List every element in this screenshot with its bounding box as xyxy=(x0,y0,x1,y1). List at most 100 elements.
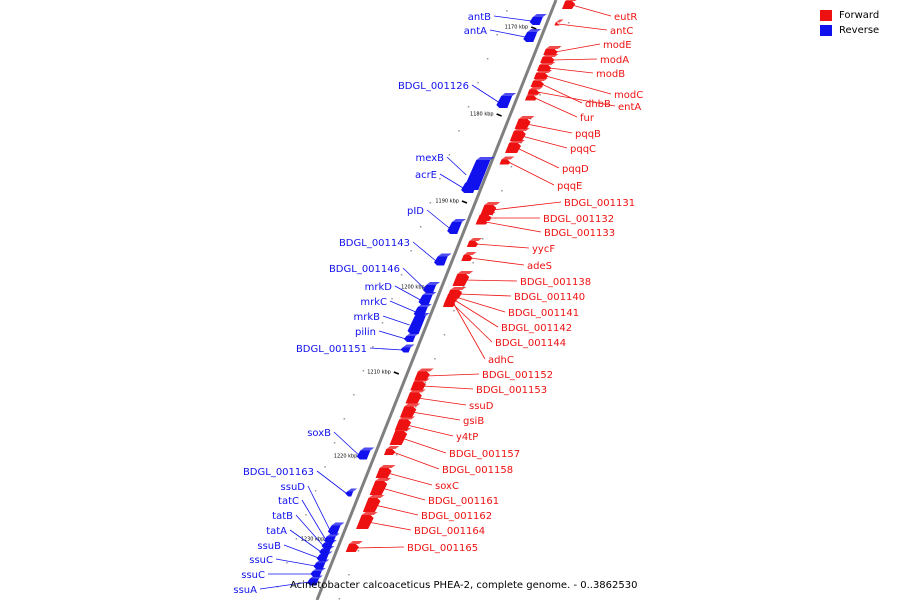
forward-feature[interactable] xyxy=(554,19,564,26)
forward-feature[interactable] xyxy=(405,389,426,404)
gene-label-forward[interactable]: BDGL_001140 xyxy=(514,292,585,303)
gene-label-reverse[interactable]: BDGL_001146 xyxy=(329,264,400,275)
gene-label-reverse[interactable]: BDGL_001126 xyxy=(398,81,469,92)
gene-label-forward[interactable]: modA xyxy=(600,55,629,66)
forward-feature[interactable] xyxy=(505,140,526,153)
forward-feature[interactable] xyxy=(394,416,416,431)
gene-label-forward[interactable]: BDGL_001142 xyxy=(501,323,572,334)
reverse-feature[interactable] xyxy=(307,575,323,586)
reverse-feature[interactable] xyxy=(313,559,330,570)
forward-feature[interactable] xyxy=(540,54,559,63)
forward-feature[interactable] xyxy=(369,478,392,495)
gene-label-forward[interactable]: antC xyxy=(610,26,633,37)
gene-label-reverse[interactable]: mrkC xyxy=(360,297,387,308)
gene-label-reverse[interactable]: antB xyxy=(468,12,491,23)
reverse-feature[interactable] xyxy=(496,93,517,108)
forward-feature[interactable] xyxy=(461,252,477,261)
gene-label-reverse[interactable]: antA xyxy=(464,26,487,37)
gene-label-reverse[interactable]: mrkD xyxy=(365,282,393,293)
forward-feature[interactable] xyxy=(536,62,556,71)
gene-label-forward[interactable]: BDGL_001162 xyxy=(421,511,492,522)
gene-label-forward[interactable]: BDGL_001158 xyxy=(442,465,513,476)
forward-feature[interactable] xyxy=(383,446,400,455)
gene-label-forward[interactable]: eutR xyxy=(614,12,637,23)
gene-label-reverse[interactable]: ssuD xyxy=(281,482,306,493)
gene-label-forward[interactable]: ssuD xyxy=(469,401,494,412)
reverse-feature[interactable] xyxy=(418,292,437,305)
reverse-feature[interactable] xyxy=(345,488,358,497)
gene-label-reverse[interactable]: BDGL_001143 xyxy=(339,238,410,249)
gene-label-forward[interactable]: y4tP xyxy=(456,432,478,443)
gene-label-reverse[interactable]: BDGL_001151 xyxy=(296,344,367,355)
gene-label-forward[interactable]: pqqD xyxy=(562,164,589,175)
gene-label-reverse[interactable]: tatB xyxy=(272,511,293,522)
forward-feature[interactable] xyxy=(530,78,548,87)
reverse-feature[interactable] xyxy=(400,344,415,353)
forward-feature[interactable] xyxy=(475,216,492,225)
forward-feature[interactable] xyxy=(389,428,412,445)
gene-label-forward[interactable]: BDGL_001144 xyxy=(495,338,566,349)
forward-feature[interactable] xyxy=(375,465,396,478)
gene-label-forward[interactable]: adhC xyxy=(488,355,514,366)
forward-feature[interactable] xyxy=(524,92,541,101)
gene-label-forward[interactable]: BDGL_001138 xyxy=(520,277,591,288)
gene-label-forward[interactable]: fur xyxy=(580,113,595,124)
reverse-feature[interactable] xyxy=(356,447,375,460)
gene-label-forward[interactable]: BDGL_001132 xyxy=(543,214,614,225)
gene-label-forward[interactable]: BDGL_001161 xyxy=(428,496,499,507)
gene-label-forward[interactable]: modB xyxy=(596,69,625,80)
gene-label-reverse[interactable]: ssuA xyxy=(233,585,257,596)
gene-label-forward[interactable]: BDGL_001164 xyxy=(414,526,485,537)
gene-label-reverse[interactable]: BDGL_001163 xyxy=(243,467,314,478)
gene-label-forward[interactable]: modC xyxy=(614,90,643,101)
reverse-feature[interactable] xyxy=(529,14,547,25)
reverse-feature[interactable] xyxy=(422,282,441,293)
gene-label-forward[interactable]: modE xyxy=(603,40,632,51)
gene-label-forward[interactable]: BDGL_001131 xyxy=(564,198,635,209)
reverse-feature[interactable] xyxy=(523,29,542,42)
gene-label-forward[interactable]: BDGL_001152 xyxy=(482,370,553,381)
gene-label-reverse[interactable]: ssuB xyxy=(257,541,281,552)
gene-label-forward[interactable]: gsiB xyxy=(463,416,484,427)
gene-label-forward[interactable]: dhbB xyxy=(585,99,611,110)
gene-label-reverse[interactable]: mrkB xyxy=(353,312,380,323)
forward-feature[interactable] xyxy=(452,271,474,286)
gene-label-forward[interactable]: soxC xyxy=(435,481,459,492)
reverse-feature[interactable] xyxy=(461,180,482,193)
gene-label-reverse[interactable]: tatA xyxy=(266,526,287,537)
gene-label-forward[interactable]: BDGL_001157 xyxy=(449,449,520,460)
forward-feature[interactable] xyxy=(399,403,421,418)
forward-feature[interactable] xyxy=(514,116,535,129)
gene-label-forward[interactable]: pqqB xyxy=(575,129,601,140)
reverse-feature[interactable] xyxy=(403,333,420,342)
gene-label-forward[interactable]: pqqC xyxy=(570,144,596,155)
forward-feature[interactable] xyxy=(509,128,530,141)
forward-feature[interactable] xyxy=(356,512,378,529)
forward-feature[interactable] xyxy=(466,238,483,247)
reverse-feature[interactable] xyxy=(327,522,345,535)
gene-label-reverse[interactable]: soxB xyxy=(307,428,331,439)
reverse-feature[interactable] xyxy=(434,253,452,266)
gene-label-reverse[interactable]: acrE xyxy=(415,170,437,181)
gene-label-reverse[interactable]: ssuC xyxy=(249,555,273,566)
gene-label-forward[interactable]: entA xyxy=(618,102,641,113)
gene-label-reverse[interactable]: tatC xyxy=(278,496,299,507)
forward-feature[interactable] xyxy=(533,70,553,79)
forward-feature[interactable] xyxy=(543,46,562,55)
gene-label-reverse[interactable]: pID xyxy=(407,206,424,217)
reverse-feature[interactable] xyxy=(407,313,430,334)
forward-feature[interactable] xyxy=(443,296,459,305)
gene-label-forward[interactable]: BDGL_001141 xyxy=(508,308,579,319)
gene-label-forward[interactable]: BDGL_001153 xyxy=(476,385,547,396)
gene-label-forward[interactable]: adeS xyxy=(527,261,552,272)
gene-label-forward[interactable]: pqqE xyxy=(557,181,582,192)
gene-label-forward[interactable]: BDGL_001133 xyxy=(544,228,615,239)
forward-feature[interactable] xyxy=(345,541,363,552)
forward-feature[interactable] xyxy=(414,368,434,381)
reverse-feature[interactable] xyxy=(447,219,466,234)
forward-feature[interactable] xyxy=(362,495,385,512)
gene-label-forward[interactable]: yycF xyxy=(532,244,555,255)
forward-feature[interactable] xyxy=(562,0,579,9)
forward-feature[interactable] xyxy=(499,156,515,165)
